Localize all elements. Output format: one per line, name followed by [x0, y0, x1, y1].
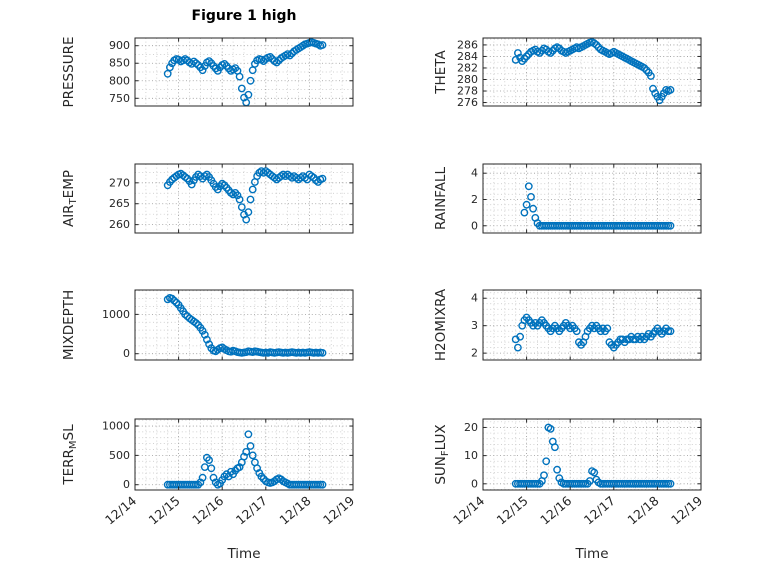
x-tick-label: 12/17	[233, 493, 270, 528]
y-tick-label: 0	[123, 478, 130, 491]
RAINFALL-points	[520, 182, 675, 230]
y-tick-label: 1000	[102, 420, 130, 433]
MIXDEPTH-points	[163, 293, 327, 357]
x-tick-label: 12/18	[624, 493, 661, 528]
x-axis-label-left: Time	[227, 546, 261, 562]
x-tick-label: 12/18	[276, 493, 313, 528]
y-tick-label: 276	[457, 96, 478, 109]
y-tick-label: 500	[109, 449, 130, 462]
y-tick-label: 900	[109, 39, 130, 52]
y-tick-label: 1000	[102, 308, 130, 321]
x-tick-label: 12/17	[581, 493, 618, 528]
panel-MIXDEPTH: 0 1000 MIXDEPTH	[61, 289, 354, 361]
H2OMIXRA-points	[511, 313, 675, 352]
y-tick-label: 4	[471, 292, 478, 305]
y-axis-label-H2OMIXRA: H2OMIXRA	[433, 288, 449, 361]
y-axis-label-MIXDEPTH: MIXDEPTH	[61, 290, 77, 360]
panel-PRESSURE: 750 800 850 900 PRESSURE	[61, 37, 354, 108]
y-tick-label: 278	[457, 85, 478, 98]
x-tick-label: 12/14	[102, 493, 139, 528]
x-tick-label: 12/16	[189, 493, 226, 528]
y-tick-label: 850	[109, 57, 130, 70]
y-axis-label-RAINFALL: RAINFALL	[433, 167, 449, 230]
y-tick-label: 20	[464, 421, 478, 434]
y-axis-label-TERR_MSL: TERRMSL	[61, 424, 79, 486]
x-tick-label: 12/15	[494, 493, 531, 528]
y-tick-label: 284	[457, 50, 478, 63]
x-axis-label-right: Time	[575, 546, 609, 562]
panel-H2OMIXRA: 2 3 4 H2OMIXRA	[433, 288, 702, 361]
y-axis-label-SUN_FLUX: SUNFLUX	[433, 424, 451, 484]
y-tick-label: 4	[471, 167, 478, 180]
y-tick-label: 0	[123, 347, 130, 360]
y-tick-label: 750	[109, 92, 130, 105]
y-tick-label: 286	[457, 38, 478, 51]
PRESSURE-points	[163, 38, 327, 106]
panel-RAINFALL: 0 2 4 RAINFALL	[433, 163, 702, 234]
y-tick-label: 270	[109, 176, 130, 189]
y-tick-label: 800	[109, 74, 130, 87]
x-tick-label: 12/19	[668, 493, 705, 528]
y-tick-label: 3	[471, 319, 478, 332]
panel-TERR_MSL: 0 500 1000 12/14 12/15 12/16 12/17 12/18 12/19 TE…	[61, 418, 357, 528]
SUN_FLUX-points	[511, 423, 675, 488]
y-tick-label: 2	[471, 347, 478, 360]
x-tick-label: 12/19	[320, 493, 357, 528]
y-tick-label: 0	[471, 219, 478, 232]
TERR_MSL-points	[163, 430, 327, 489]
panel-SUN_FLUX: 0 10 20 12/14 12/15 12/16 12/17 12/18 12/19 SUNFL…	[433, 418, 705, 528]
y-tick-label: 0	[471, 477, 478, 490]
panel-AIR_TEMP: 260 265 270 AIRTEMP	[61, 163, 354, 234]
x-tick-label: 12/15	[146, 493, 183, 528]
y-tick-label: 265	[109, 197, 130, 210]
x-tick-label: 12/16	[537, 493, 574, 528]
y-axis-label-PRESSURE: PRESSURE	[61, 37, 77, 108]
y-tick-label: 260	[109, 218, 130, 231]
y-tick-label: 10	[464, 449, 478, 462]
y-tick-label: 282	[457, 61, 478, 74]
THETA-points	[511, 38, 675, 105]
y-axis-label-THETA: THETA	[433, 50, 449, 95]
y-axis-label-AIR_TEMP: AIRTEMP	[61, 170, 79, 227]
y-tick-label: 280	[457, 73, 478, 86]
figure-title: Figure 1 high	[191, 8, 297, 24]
y-tick-label: 2	[471, 193, 478, 206]
x-tick-label: 12/14	[450, 493, 487, 528]
AIR_TEMP-points	[163, 167, 327, 224]
